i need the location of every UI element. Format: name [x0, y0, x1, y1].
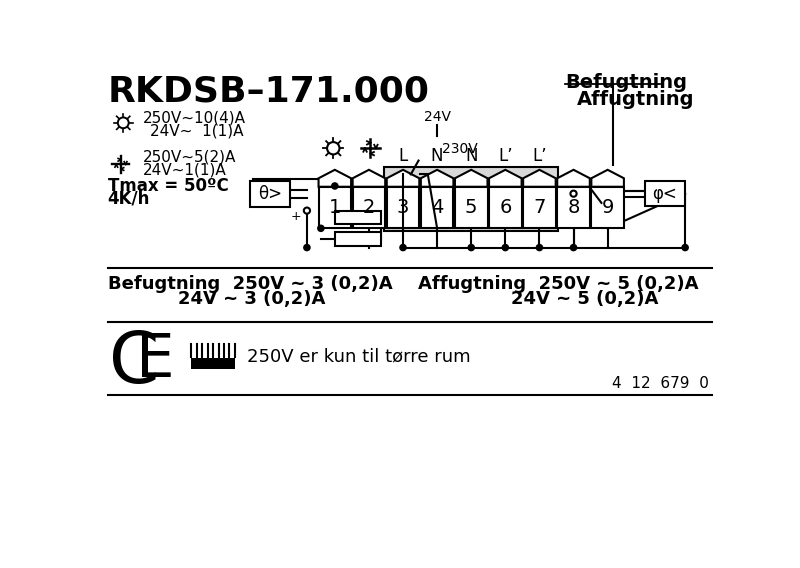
Text: 9: 9 — [602, 198, 614, 217]
Circle shape — [502, 244, 509, 250]
Text: 24V~  1(1)A: 24V~ 1(1)A — [150, 123, 244, 138]
Text: 230V: 230V — [442, 142, 478, 156]
Text: RKDSB–171.000: RKDSB–171.000 — [108, 74, 430, 108]
Text: 250V er kun til tørre rum: 250V er kun til tørre rum — [247, 348, 471, 366]
Text: N: N — [431, 147, 443, 165]
Circle shape — [536, 244, 542, 250]
Circle shape — [468, 244, 474, 250]
Bar — [385, 168, 558, 231]
Circle shape — [118, 118, 129, 128]
Text: 250V~10(4)A: 250V~10(4)A — [142, 111, 246, 126]
Bar — [250, 181, 290, 207]
Text: θ>: θ> — [258, 185, 282, 203]
Bar — [353, 187, 386, 228]
Text: Affugtning  250V ~ 5 (0,2)A: Affugtning 250V ~ 5 (0,2)A — [418, 274, 698, 293]
Text: L’: L’ — [532, 147, 546, 165]
Text: L: L — [398, 147, 408, 165]
Polygon shape — [591, 170, 624, 187]
Polygon shape — [353, 170, 386, 187]
Polygon shape — [489, 170, 522, 187]
Circle shape — [304, 207, 310, 214]
Bar — [386, 187, 419, 228]
Polygon shape — [558, 170, 590, 187]
Text: 24V ~ 3 (0,2)A: 24V ~ 3 (0,2)A — [178, 290, 325, 308]
Polygon shape — [421, 170, 454, 187]
Polygon shape — [386, 170, 419, 187]
Polygon shape — [455, 170, 487, 187]
Text: Affugtning: Affugtning — [578, 90, 695, 108]
Bar — [489, 187, 522, 228]
Text: 4K/h: 4K/h — [108, 189, 150, 207]
Bar — [591, 187, 624, 228]
Text: Befugtning  250V ~ 3 (0,2)A: Befugtning 250V ~ 3 (0,2)A — [108, 274, 392, 293]
Text: 24V: 24V — [424, 110, 450, 124]
Polygon shape — [318, 170, 351, 187]
Circle shape — [570, 244, 577, 250]
Text: 6: 6 — [499, 198, 511, 217]
Text: 8: 8 — [567, 198, 580, 217]
Circle shape — [682, 244, 688, 250]
Circle shape — [304, 244, 310, 250]
Bar — [421, 187, 454, 228]
Bar — [335, 211, 382, 224]
Circle shape — [400, 244, 406, 250]
Text: 4: 4 — [431, 198, 443, 217]
Bar — [191, 358, 235, 369]
Circle shape — [327, 142, 339, 154]
Circle shape — [332, 183, 338, 189]
Bar — [335, 232, 382, 246]
Bar — [558, 187, 590, 228]
Bar — [645, 181, 685, 206]
Text: L’: L’ — [498, 147, 513, 165]
Text: 2: 2 — [362, 198, 375, 217]
Text: φ<: φ< — [653, 185, 678, 203]
Text: 7: 7 — [534, 198, 546, 217]
Polygon shape — [523, 170, 556, 187]
Text: 24V~1(1)A: 24V~1(1)A — [142, 162, 226, 177]
Text: C: C — [110, 328, 160, 398]
Circle shape — [570, 191, 577, 197]
Text: 4  12  679  0: 4 12 679 0 — [611, 377, 708, 391]
Text: Befugtning: Befugtning — [565, 73, 687, 92]
Text: 24V ~ 5 (0,2)A: 24V ~ 5 (0,2)A — [510, 290, 658, 308]
Text: 5: 5 — [465, 198, 478, 217]
Bar — [455, 187, 487, 228]
Text: N: N — [465, 147, 478, 165]
Text: Tmax = 50ºC: Tmax = 50ºC — [108, 177, 229, 195]
Text: 1: 1 — [329, 198, 341, 217]
Text: 3: 3 — [397, 198, 410, 217]
Text: +: + — [290, 210, 302, 223]
Bar — [523, 187, 556, 228]
Bar — [318, 187, 351, 228]
Text: 250V~5(2)A: 250V~5(2)A — [142, 150, 236, 165]
Text: E: E — [137, 331, 175, 390]
Circle shape — [318, 225, 324, 231]
